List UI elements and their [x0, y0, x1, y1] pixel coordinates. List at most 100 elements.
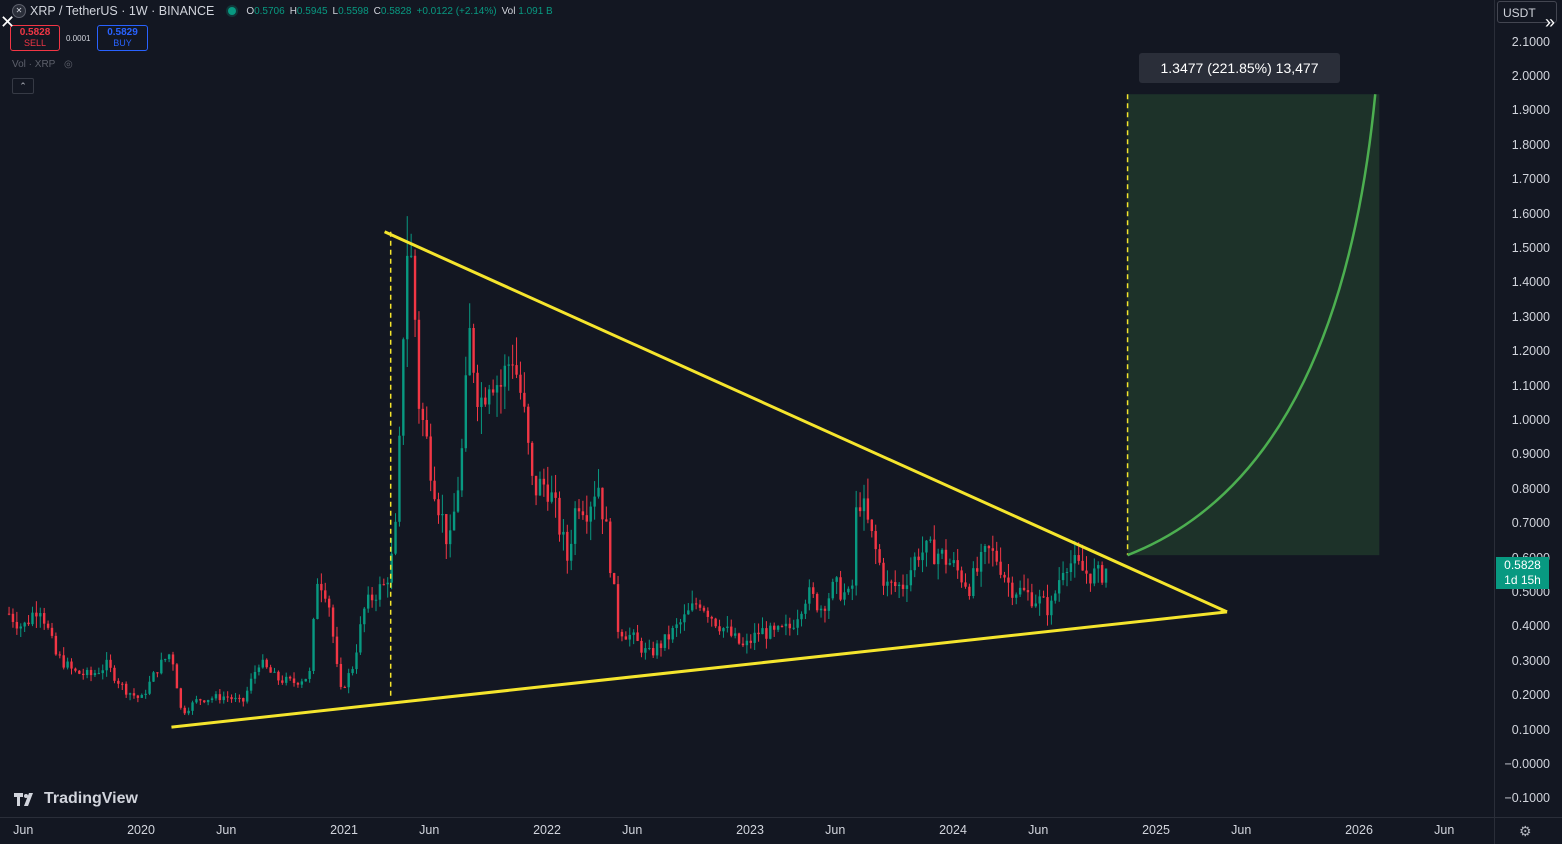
candle-body [409, 255, 413, 257]
candle-body [160, 659, 163, 674]
candle-body [121, 683, 124, 685]
candle-body [343, 686, 346, 688]
candle-body [929, 539, 932, 541]
candle-body [730, 626, 733, 636]
candle-body [1026, 590, 1030, 593]
candle-body [152, 672, 155, 682]
candle-body [792, 627, 795, 629]
buy-label: BUY [113, 38, 132, 48]
time-tick-label: Jun [1028, 823, 1049, 837]
candle-body [589, 506, 592, 522]
candle-body [390, 553, 393, 583]
candle-body [796, 619, 799, 628]
candle-body [148, 681, 151, 694]
candle-body [866, 498, 870, 520]
candle-body [261, 659, 264, 668]
candle-body [804, 603, 807, 614]
ohlc-key-h: H [289, 5, 297, 17]
candle-body [1042, 596, 1045, 598]
time-tick-label: Jun [825, 823, 846, 837]
candle-body [585, 515, 589, 522]
candle-body [788, 623, 792, 629]
candle-body [776, 626, 780, 630]
candle-body [1081, 560, 1084, 571]
price-tick-label: 0.9000 [1511, 447, 1550, 462]
close-icon[interactable]: ✕ [0, 12, 16, 32]
candle-body [421, 408, 425, 421]
candle-body [870, 519, 873, 532]
candle-body [191, 702, 194, 711]
candle-body [894, 582, 897, 587]
candle-body [519, 374, 522, 393]
time-tick-label: Jun [1434, 823, 1455, 837]
currency-selector[interactable]: USDT [1497, 1, 1557, 23]
price-tick-label: 1.0000 [1511, 413, 1550, 427]
candle-body [679, 622, 682, 625]
candle-body [593, 496, 596, 507]
buy-button[interactable]: 0.5829 BUY [97, 25, 148, 51]
price-tick-label: 1.6000 [1511, 206, 1550, 221]
candle-body [187, 710, 190, 714]
candle-body [581, 511, 585, 516]
candle-body [195, 699, 198, 703]
brand-name: TradingView [44, 790, 138, 807]
price-tick-label: 1.3000 [1511, 309, 1550, 324]
candle-body [1093, 568, 1096, 584]
candle-body [484, 397, 487, 405]
candle-body [995, 550, 998, 562]
candle-body [324, 590, 327, 599]
buy-price: 0.5829 [107, 27, 138, 38]
candle-body [495, 385, 499, 393]
candle-body [761, 628, 764, 635]
candle-body [367, 594, 370, 609]
candle-body [733, 633, 737, 636]
volume-indicator-label[interactable]: Vol · XRP ◎ [12, 59, 73, 70]
tradingview-logo[interactable]: TradingView [14, 790, 138, 808]
candle-body [952, 560, 955, 564]
candle-body [999, 561, 1002, 575]
collapse-indicators-button[interactable]: ⌃ [12, 78, 34, 94]
eye-hidden-icon[interactable]: ◎ [63, 59, 73, 70]
ohlc-key-c: C [373, 5, 381, 17]
time-tick-label: Jun [419, 823, 440, 837]
candle-body [862, 498, 866, 512]
candle-body [1030, 592, 1034, 607]
candle-body [812, 587, 815, 594]
candle-body [460, 448, 464, 491]
candle-body [691, 603, 694, 611]
candle-body [753, 632, 756, 643]
candle-body [507, 364, 510, 366]
candle-body [234, 697, 237, 700]
candle-body [374, 599, 378, 601]
candle-body [97, 673, 101, 675]
candle-body [671, 628, 674, 640]
candle-body [296, 682, 300, 685]
time-tick-label: 2024 [939, 823, 967, 837]
candle-body [558, 497, 561, 535]
candle-body [542, 478, 546, 485]
candle-body [1065, 572, 1069, 574]
candle-body [15, 621, 19, 629]
candle-body [745, 640, 749, 646]
symbol-title[interactable]: XRP / TetherUS · 1W · BINANCE [30, 4, 215, 18]
candle-body [780, 626, 784, 628]
gear-icon[interactable]: ⚙ [1519, 823, 1532, 839]
candle-body [757, 632, 760, 635]
ohlc-value-o: 0.5706 [254, 5, 285, 17]
sell-label: SELL [23, 38, 47, 48]
bar-countdown: 1d 15h [1504, 573, 1541, 587]
candle-body [339, 663, 343, 687]
candle-body [359, 624, 362, 653]
candle-body [101, 670, 104, 674]
sell-button[interactable]: 0.5828 SELL [10, 25, 60, 51]
candle-body [378, 584, 382, 600]
candle-body [909, 570, 913, 586]
candle-body [905, 585, 909, 589]
candle-body [468, 327, 471, 376]
candle-body [1097, 565, 1100, 569]
candle-body [222, 696, 225, 701]
chevron-right-icon[interactable]: » [1545, 12, 1556, 32]
candle-body [476, 372, 479, 407]
candle-body [925, 540, 928, 553]
